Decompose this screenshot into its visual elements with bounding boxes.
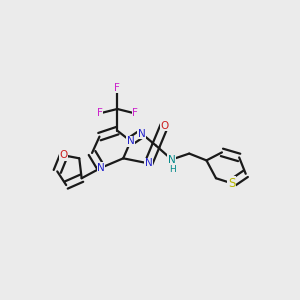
Text: N: N xyxy=(97,163,105,173)
Text: N: N xyxy=(145,158,152,168)
Text: H: H xyxy=(169,164,176,173)
Text: F: F xyxy=(114,82,120,93)
Text: O: O xyxy=(60,150,68,160)
Text: N: N xyxy=(138,129,146,139)
Text: F: F xyxy=(132,108,138,118)
Text: O: O xyxy=(160,121,168,130)
Text: S: S xyxy=(228,177,236,190)
Text: N: N xyxy=(127,136,135,146)
Text: N: N xyxy=(168,154,176,164)
Text: F: F xyxy=(97,108,102,118)
